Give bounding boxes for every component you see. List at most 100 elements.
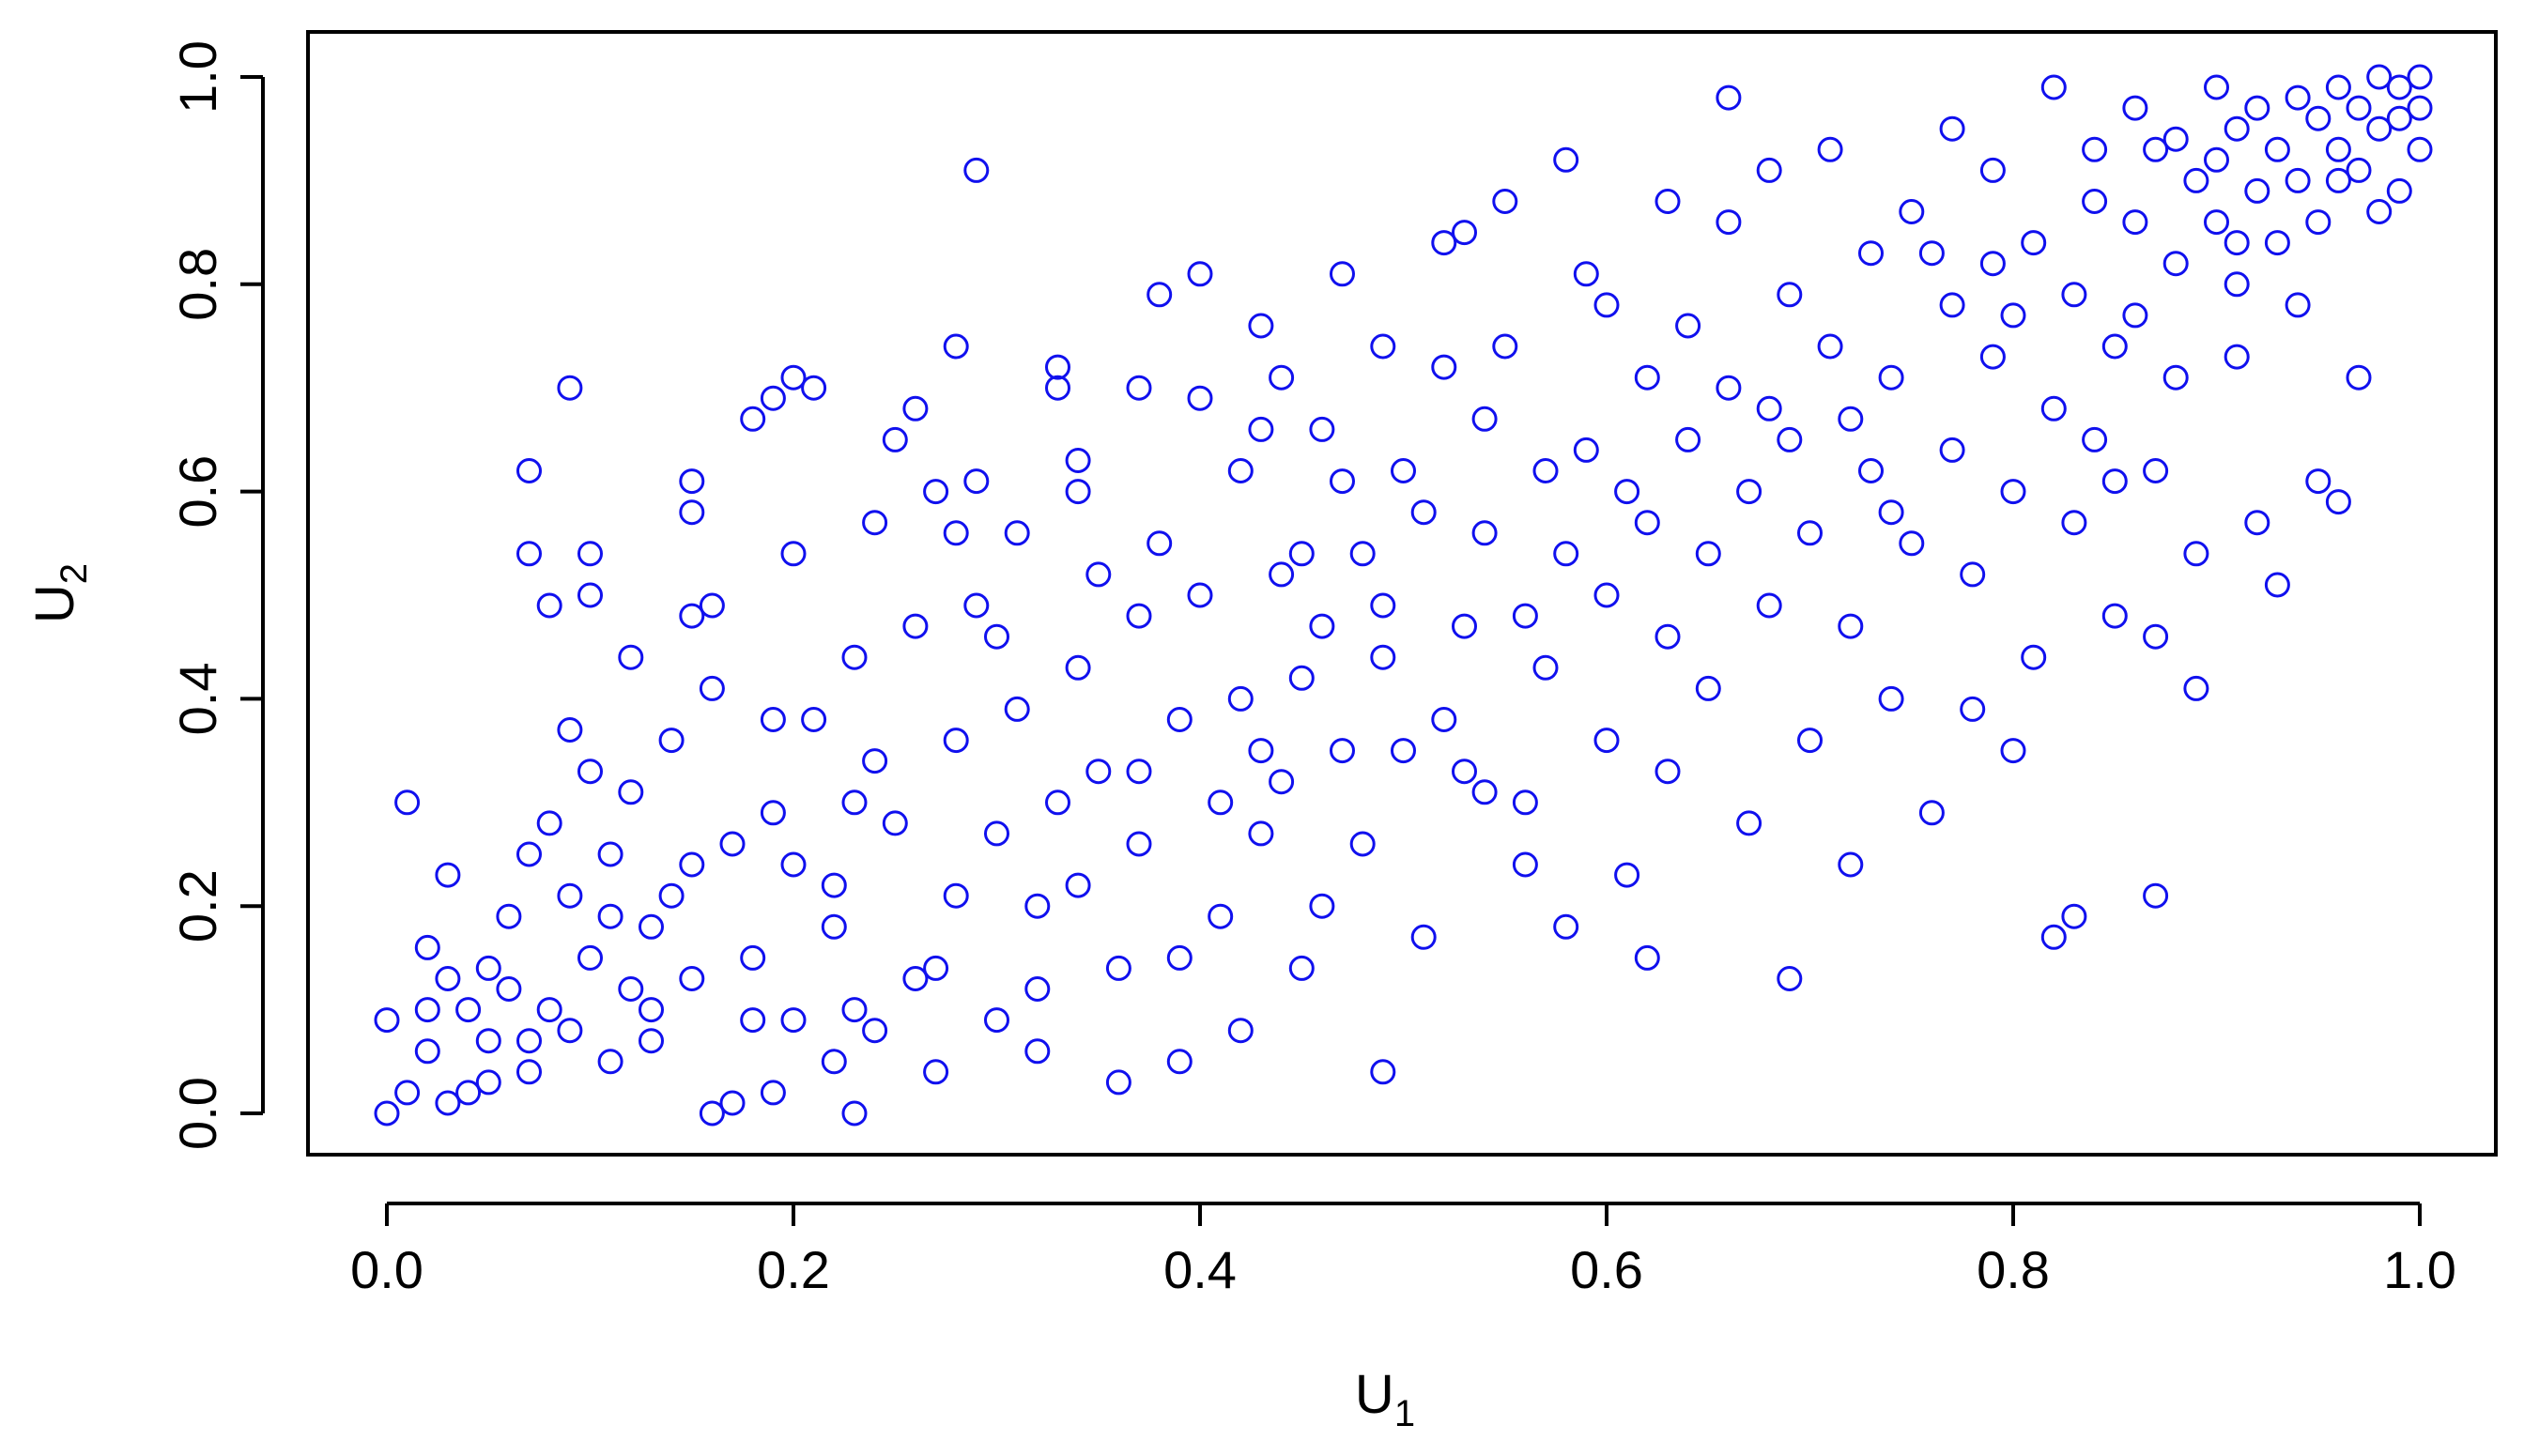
- data-point: [2183, 167, 2209, 193]
- data-point: [2183, 541, 2209, 567]
- y-axis: 0.0 0.2 0.4 0.6 0.8 1.0: [168, 40, 265, 1150]
- data-point: [1777, 966, 1803, 991]
- data-point: [1736, 479, 1762, 505]
- data-point: [2082, 136, 2108, 162]
- data-point: [1452, 220, 1477, 246]
- data-point: [435, 1090, 461, 1116]
- data-point: [639, 1028, 664, 1054]
- data-point: [2285, 84, 2311, 111]
- data-point: [780, 541, 807, 567]
- data-point: [1716, 84, 1742, 111]
- data-point: [2224, 271, 2250, 298]
- data-point: [2244, 95, 2270, 121]
- data-point: [1979, 251, 2006, 277]
- data-point: [1269, 561, 1295, 588]
- data-point: [1004, 696, 1030, 722]
- data-point: [2143, 136, 2169, 162]
- y-axis-label: U2: [24, 563, 95, 623]
- x-axis-label-base: U: [1355, 1364, 1394, 1425]
- data-point: [1756, 592, 1782, 619]
- x-tick-label: 0.8: [1977, 1240, 2050, 1299]
- data-point: [1838, 406, 1864, 432]
- data-point: [1147, 530, 1173, 557]
- data-point: [1918, 240, 1945, 267]
- data-point: [2040, 395, 2067, 421]
- data-point: [1105, 1069, 1131, 1096]
- data-point: [1532, 654, 1559, 681]
- data-point: [1391, 738, 1416, 764]
- data-point: [1979, 157, 2006, 183]
- data-point: [1593, 292, 1620, 318]
- data-point: [1166, 1049, 1193, 1075]
- data-point: [2000, 738, 2026, 764]
- data-point: [1370, 644, 1396, 670]
- data-point: [821, 1049, 847, 1075]
- data-point: [2204, 209, 2229, 236]
- data-point: [1675, 313, 1701, 339]
- data-point: [1553, 146, 1579, 173]
- data-point: [536, 592, 562, 619]
- data-point: [1085, 759, 1112, 785]
- data-point: [2366, 199, 2393, 224]
- x-tick-label: 0.2: [757, 1240, 830, 1299]
- data-point: [780, 1007, 807, 1034]
- data-point: [374, 1007, 400, 1034]
- data-point: [1045, 375, 1070, 401]
- data-point: [1024, 1038, 1051, 1065]
- data-point: [679, 603, 705, 629]
- data-point: [902, 395, 929, 421]
- data-point: [1471, 406, 1498, 432]
- y-tick-label: 0.8: [168, 248, 227, 321]
- data-point: [1187, 582, 1213, 608]
- data-point: [2122, 95, 2148, 121]
- data-point: [2162, 251, 2189, 277]
- data-point: [2162, 364, 2189, 391]
- data-point: [1330, 468, 1355, 495]
- data-point: [1391, 458, 1416, 483]
- data-point: [821, 913, 847, 940]
- data-point: [597, 841, 623, 867]
- data-point: [516, 458, 542, 483]
- data-point: [2305, 209, 2332, 236]
- data-point: [1269, 364, 1295, 391]
- data-point: [760, 1080, 786, 1106]
- data-point: [1777, 282, 1803, 308]
- data-point: [1024, 893, 1051, 919]
- data-point: [1593, 582, 1620, 608]
- data-point: [1330, 738, 1355, 764]
- data-point: [639, 997, 664, 1023]
- data-point: [557, 1018, 583, 1044]
- data-point: [2244, 177, 2270, 204]
- data-point: [1878, 364, 1904, 391]
- data-point: [923, 1059, 949, 1085]
- data-point: [1573, 261, 1599, 287]
- data-point: [801, 707, 827, 732]
- points-layer: [374, 64, 2433, 1126]
- data-point: [577, 541, 603, 567]
- data-point: [2346, 95, 2372, 121]
- data-point: [1614, 479, 1640, 505]
- data-point: [1065, 448, 1091, 473]
- data-point: [2061, 903, 2087, 929]
- data-point: [1716, 375, 1742, 401]
- data-point: [923, 479, 949, 505]
- data-point: [740, 944, 766, 971]
- data-point: [1634, 944, 1660, 971]
- data-point: [2101, 603, 2128, 629]
- data-point: [2224, 344, 2250, 370]
- data-point: [1227, 685, 1254, 712]
- data-point: [1817, 136, 1843, 162]
- data-point: [618, 779, 644, 805]
- data-point: [1614, 862, 1640, 888]
- data-point: [1288, 955, 1315, 981]
- data-point: [1512, 851, 1538, 878]
- data-point: [1939, 292, 1965, 318]
- data-point: [1309, 893, 1335, 919]
- data-point: [2122, 209, 2148, 236]
- data-point: [1939, 437, 1965, 463]
- data-point: [841, 997, 868, 1023]
- data-point: [1858, 458, 1884, 483]
- data-point: [658, 882, 685, 909]
